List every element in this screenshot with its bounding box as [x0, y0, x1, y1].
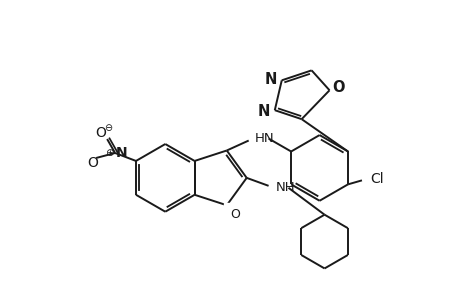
Text: O: O [230, 208, 239, 221]
Text: O: O [95, 126, 106, 140]
Text: N: N [116, 146, 128, 160]
Text: O: O [87, 156, 97, 170]
Text: O: O [332, 80, 344, 95]
Text: N: N [264, 72, 276, 87]
Text: Cl: Cl [369, 172, 383, 186]
Text: $\ominus$: $\ominus$ [104, 122, 113, 133]
Text: $\oplus$: $\oplus$ [105, 148, 115, 158]
Text: HN: HN [254, 132, 274, 145]
Text: N: N [257, 104, 269, 119]
Text: NH: NH [275, 181, 295, 194]
